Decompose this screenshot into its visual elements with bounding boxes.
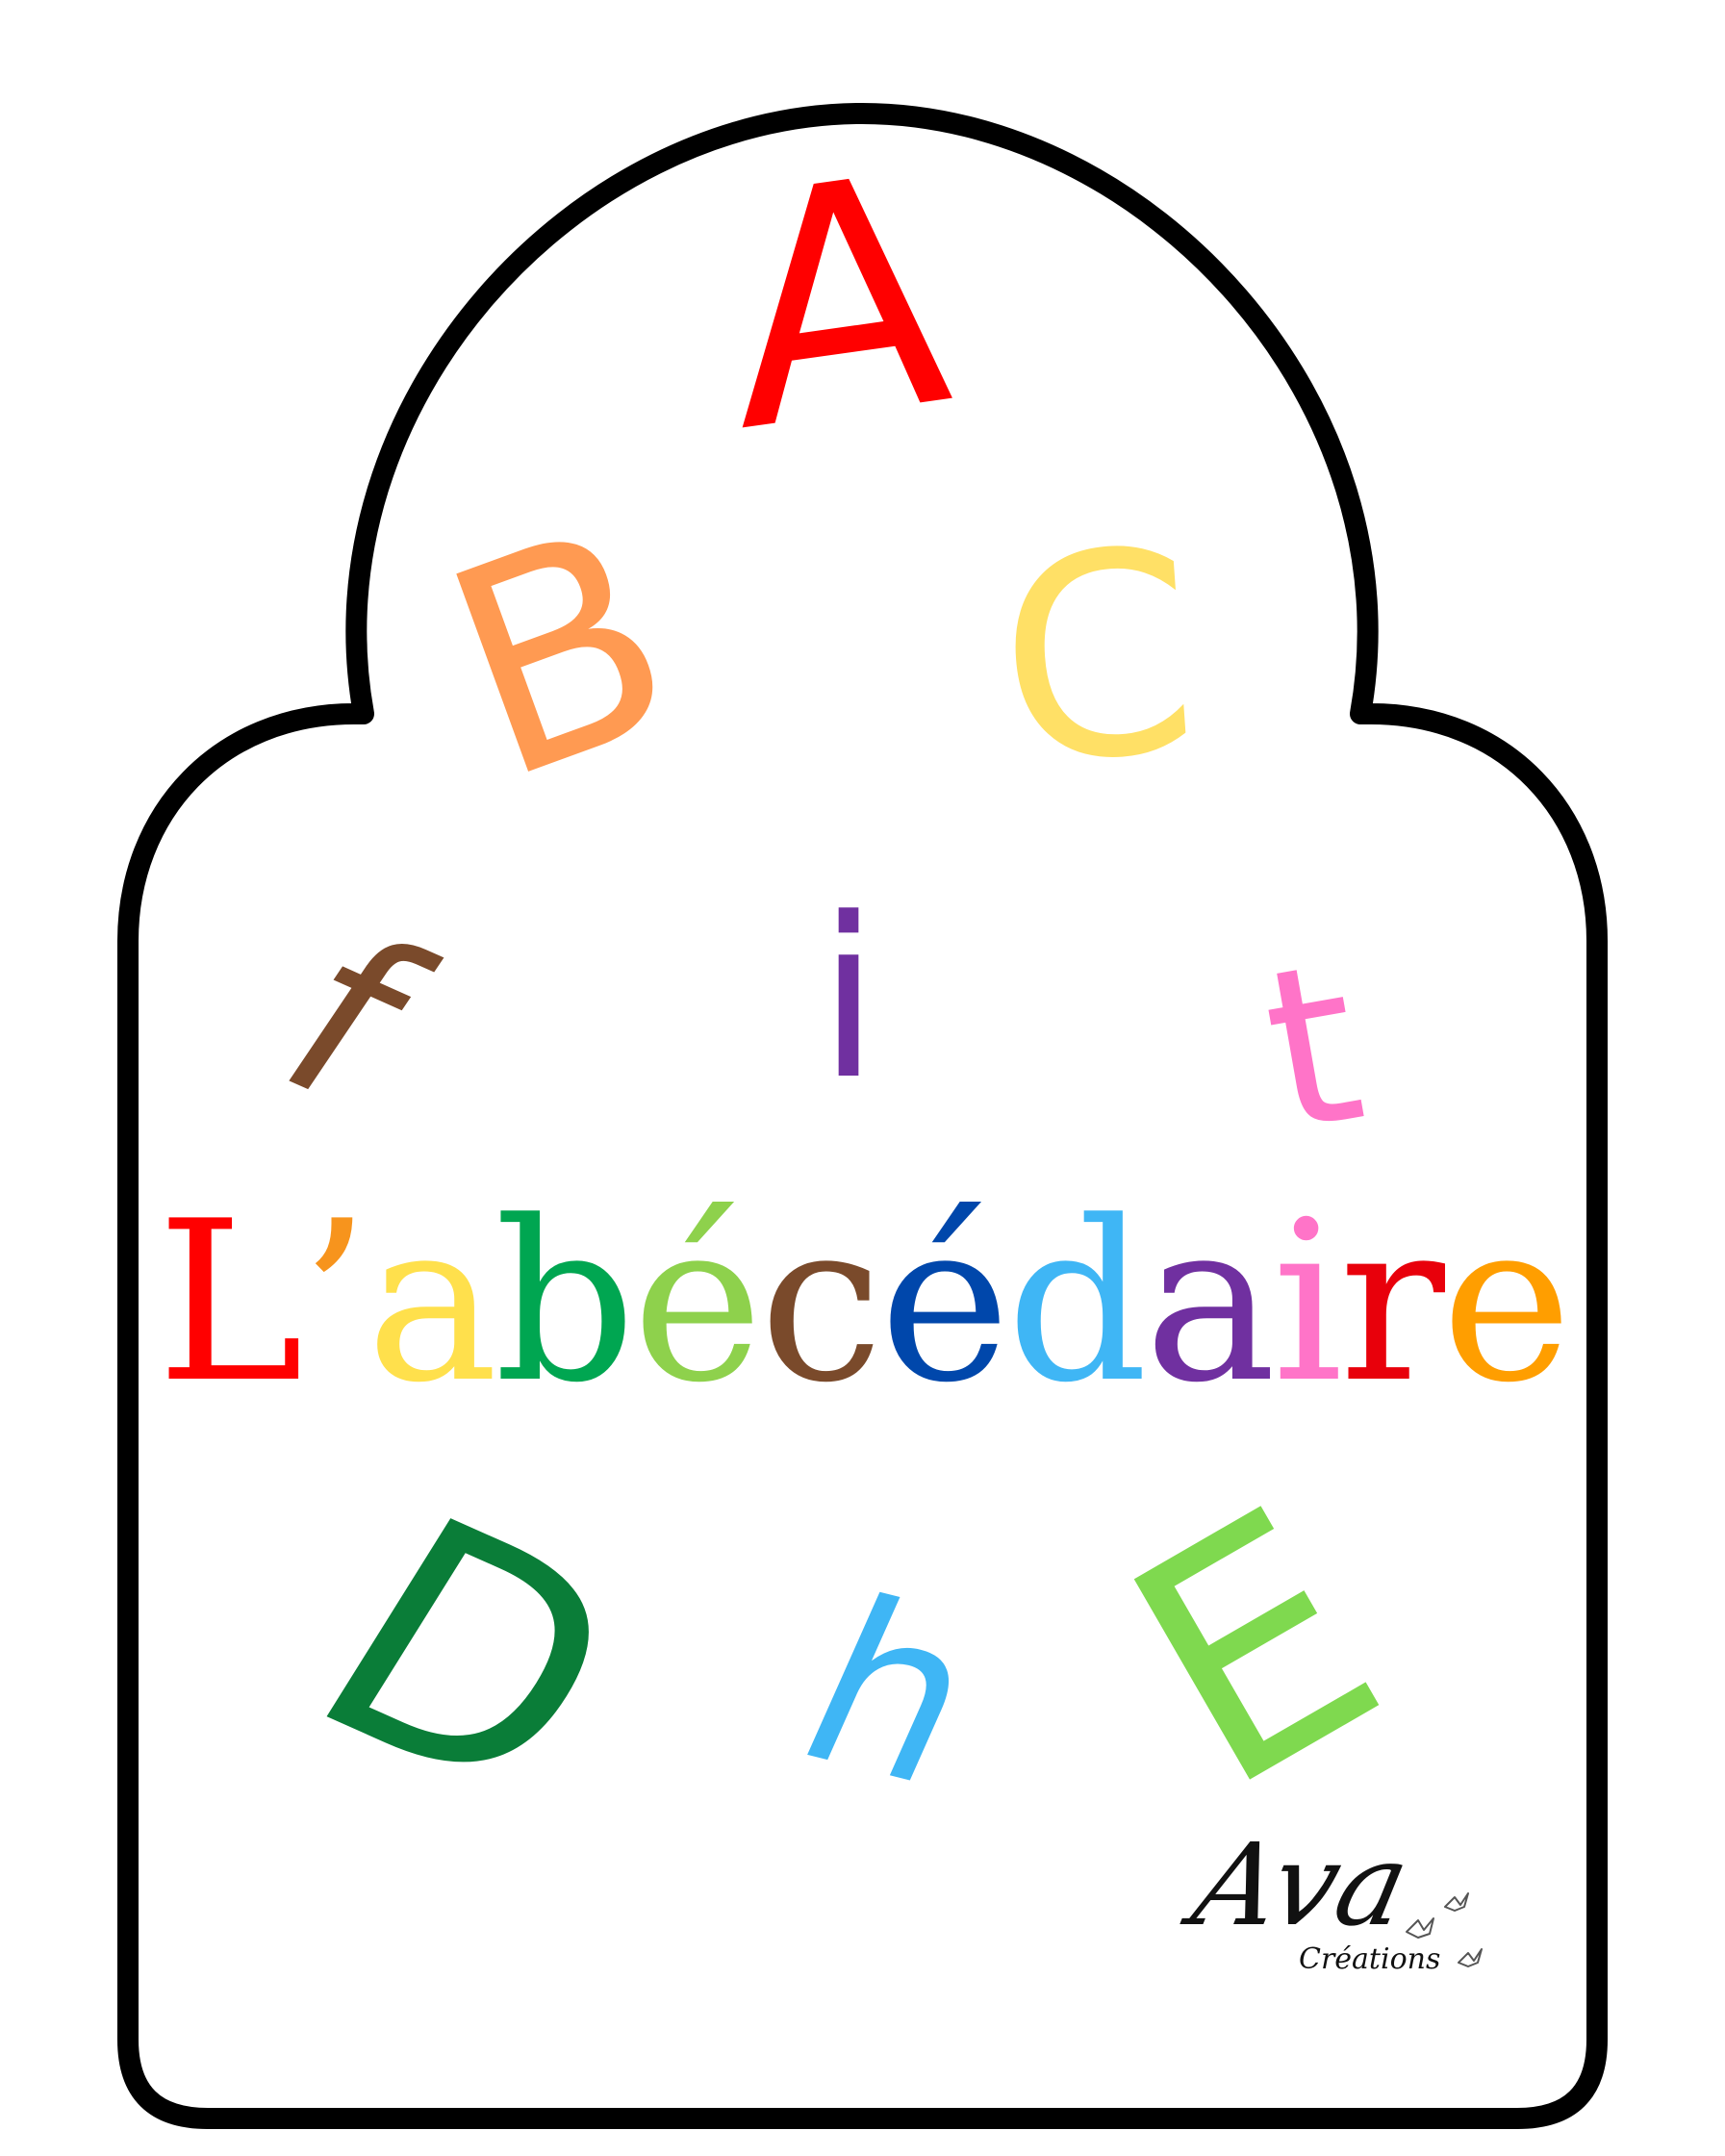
bird-icon bbox=[1406, 1917, 1434, 1939]
page-title: L’abécédaire bbox=[0, 1193, 1725, 1414]
bird-icon-group bbox=[1406, 1892, 1483, 1967]
bird-icon bbox=[1458, 1948, 1483, 1967]
title-character: ’ bbox=[299, 1175, 370, 1432]
title-character: c bbox=[759, 1175, 883, 1432]
brand-subtitle: Créations bbox=[1299, 1942, 1441, 1976]
title-character: i bbox=[1272, 1175, 1344, 1432]
title-character: b bbox=[494, 1175, 636, 1432]
title-character: a bbox=[1144, 1175, 1276, 1432]
title-character: a bbox=[366, 1175, 498, 1432]
decorative-letter-i: i bbox=[818, 872, 879, 1129]
title-character: e bbox=[1441, 1175, 1572, 1432]
bird-icon bbox=[1444, 1892, 1469, 1912]
brand-logo: Ava Créations bbox=[1182, 1818, 1501, 2011]
title-character: é bbox=[879, 1175, 1010, 1432]
title-character: d bbox=[1006, 1175, 1148, 1432]
title-character: L bbox=[156, 1175, 304, 1432]
decorative-letter-a: A bbox=[719, 103, 961, 503]
title-character: é bbox=[632, 1175, 763, 1432]
title-character: r bbox=[1339, 1175, 1445, 1432]
decorative-letter-c: C bbox=[989, 490, 1206, 827]
